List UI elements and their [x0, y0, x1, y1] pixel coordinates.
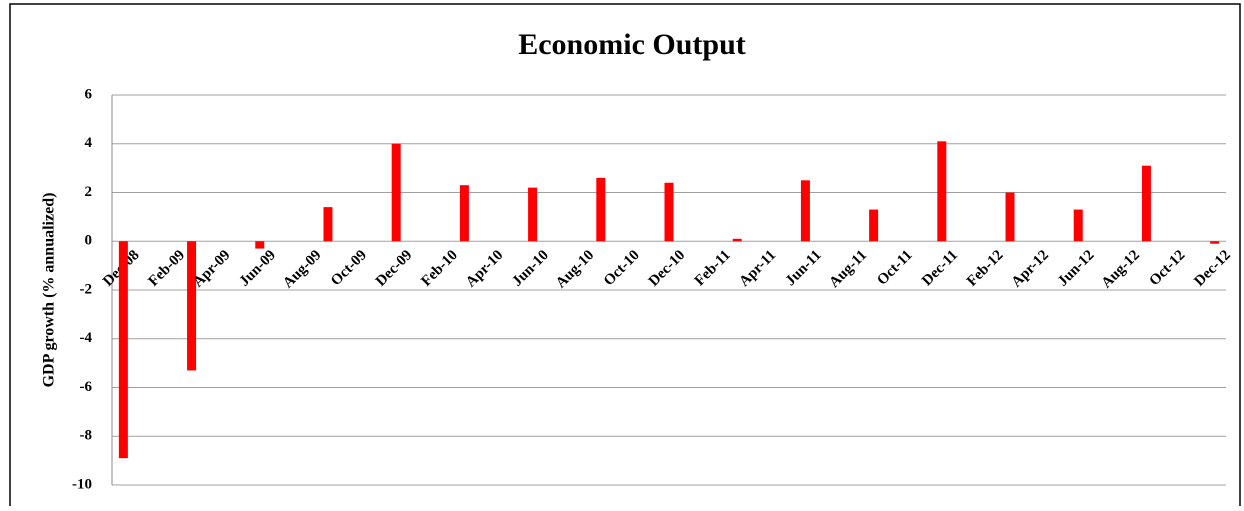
bar	[937, 141, 947, 242]
chart-frame	[9, 3, 1241, 511]
x-tick-label: Jun-12	[1055, 247, 1098, 290]
bar	[1141, 165, 1151, 242]
x-tick-label: Dec-12	[1191, 247, 1234, 290]
bar	[664, 182, 674, 242]
chart-title: Economic Output	[518, 28, 746, 61]
x-tick-label: Oct-09	[328, 247, 370, 289]
x-tick-label: Oct-11	[874, 247, 915, 288]
y-axis-label: GDP growth (% annualized)	[41, 193, 58, 388]
y-tick-label: 6	[85, 86, 93, 102]
x-tick-label: Feb-11	[692, 247, 734, 289]
x-tick-label: Feb-09	[146, 247, 189, 290]
y-tick-label: 0	[85, 233, 93, 249]
bar	[459, 185, 469, 242]
x-tick-label: Jun-09	[236, 247, 279, 290]
bar	[391, 143, 401, 242]
y-tick-label: -10	[72, 476, 92, 492]
x-tick-label: Dec-10	[646, 247, 689, 290]
bar	[528, 187, 538, 242]
y-tick-label: -4	[80, 330, 93, 346]
bar	[732, 238, 742, 242]
x-tick-label: Oct-10	[601, 247, 643, 289]
x-tick-label: Oct-12	[1146, 247, 1188, 289]
bar	[1073, 209, 1083, 242]
x-tick-label: Apr-11	[736, 247, 779, 290]
x-tick-label: Aug-12	[1099, 247, 1143, 291]
y-tick-label: -2	[80, 281, 93, 297]
x-tick-label: Dec-11	[919, 247, 961, 289]
y-tick-label: 2	[85, 184, 93, 200]
y-tick-label: 4	[85, 135, 93, 151]
x-tick-label: Jun-11	[783, 247, 825, 289]
bar	[323, 207, 333, 242]
x-tick-label: Jun-10	[509, 247, 552, 290]
bar	[800, 180, 810, 242]
bar	[1210, 241, 1220, 244]
bar	[187, 241, 197, 371]
x-tick-label: Feb-12	[964, 247, 1007, 290]
bar	[118, 241, 128, 459]
x-tick-label: Apr-10	[463, 247, 506, 290]
x-tick-label: Apr-09	[190, 247, 233, 290]
bar	[596, 177, 606, 242]
bar	[1005, 192, 1015, 242]
y-tick-label: -8	[80, 428, 93, 444]
x-tick-label: Apr-12	[1009, 247, 1052, 290]
y-tick-label: -6	[80, 379, 93, 395]
x-tick-label: Feb-10	[418, 247, 461, 290]
x-tick-label: Aug-11	[826, 247, 870, 291]
x-tick-label: Dec-09	[373, 247, 416, 290]
x-tick-label: Aug-09	[280, 247, 324, 291]
bar	[869, 209, 879, 242]
bar	[255, 241, 265, 249]
x-tick-label: Aug-10	[553, 247, 597, 291]
